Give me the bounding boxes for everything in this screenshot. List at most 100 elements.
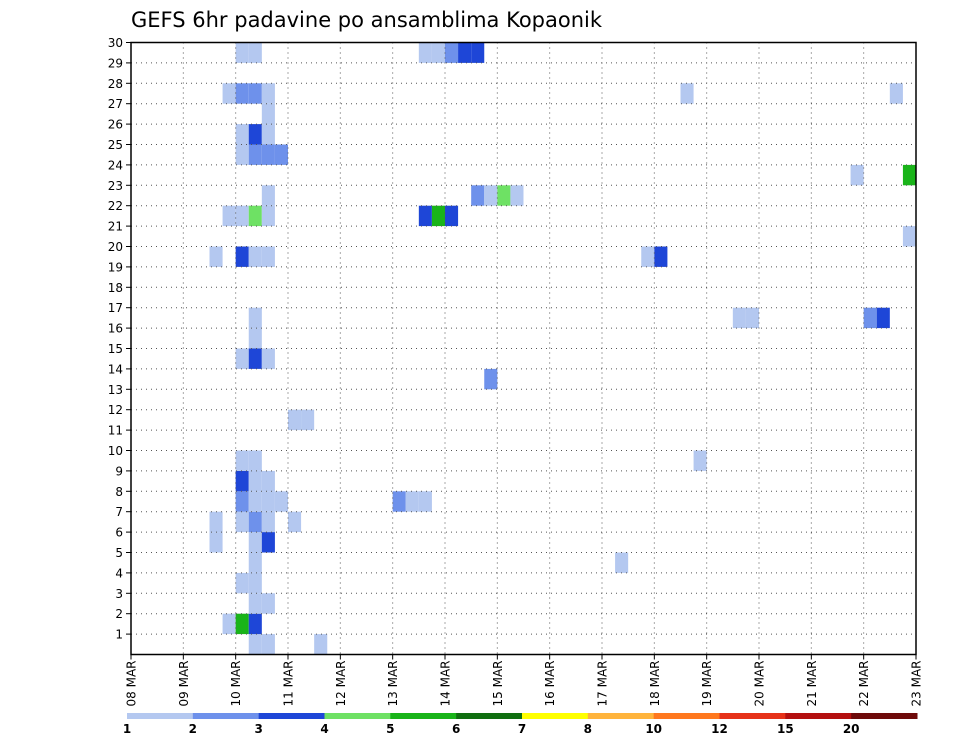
y-tick-label: 11	[108, 424, 123, 438]
heatmap-cell	[248, 470, 262, 492]
color-legend: 1 2 3 4 5 6 7 8 10 12 15 20	[123, 713, 918, 736]
heatmap-cell	[235, 613, 249, 635]
heatmap-cell	[235, 470, 249, 492]
heatmap-cell	[458, 42, 472, 63]
heatmap-cell	[261, 511, 275, 533]
heatmap-cell	[248, 348, 262, 369]
x-tick-label: 16 MAR	[543, 661, 557, 707]
heatmap-cell	[248, 613, 262, 635]
heatmap-cell	[248, 511, 262, 533]
heatmap-cell	[248, 83, 262, 104]
heatmap-cell	[288, 409, 302, 431]
y-tick-label: 1	[115, 628, 123, 642]
heatmap-cell	[431, 42, 445, 63]
heatmap-cell	[693, 450, 707, 471]
heatmap-cell	[235, 42, 249, 63]
y-tick-label: 5	[115, 546, 123, 560]
y-tick-label: 17	[108, 301, 123, 315]
heatmap-cell	[209, 511, 223, 533]
heatmap-cell	[288, 511, 302, 533]
heatmap-cell	[418, 491, 432, 512]
y-tick-label: 7	[115, 505, 123, 519]
heatmap-cell	[680, 83, 694, 104]
x-tick-label: 20 MAR	[753, 661, 767, 707]
heatmap-cell	[902, 164, 916, 186]
heatmap-cell	[484, 368, 498, 390]
heatmap-cell	[235, 205, 249, 227]
x-tick-label: 13 MAR	[386, 661, 400, 707]
heatmap-cell	[445, 42, 459, 63]
y-tick-label: 25	[108, 138, 123, 152]
heatmap-cell	[889, 83, 903, 104]
y-tick-label: 30	[108, 36, 123, 50]
x-tick-label: 11 MAR	[282, 661, 296, 707]
y-tick-label: 3	[115, 587, 123, 601]
heatmap-cells	[209, 42, 916, 655]
y-tick-label: 19	[108, 260, 123, 274]
heatmap-cell	[248, 572, 262, 594]
y-tick-label: 21	[108, 220, 123, 234]
y-tick-label: 2	[115, 607, 123, 621]
heatmap-cell	[261, 491, 275, 512]
heatmap-cell	[641, 246, 655, 267]
heatmap-cell	[222, 83, 236, 104]
legend-label: 3	[254, 722, 262, 736]
y-tick-label: 4	[115, 566, 123, 580]
heatmap-cell	[248, 246, 262, 267]
heatmap-cell	[261, 144, 275, 165]
heatmap-cell	[261, 348, 275, 369]
y-axis: 1234567891011121314151617181920212223242…	[108, 36, 131, 642]
heatmap-cell	[248, 634, 262, 655]
legend-label: 8	[584, 722, 592, 736]
heatmap-cell	[261, 83, 275, 104]
x-tick-label: 22 MAR	[857, 661, 871, 707]
heatmap-cell	[418, 42, 432, 63]
y-tick-label: 15	[108, 342, 123, 356]
heatmap-cell	[274, 491, 288, 512]
heatmap-cell	[615, 552, 629, 573]
x-tick-label: 17 MAR	[596, 661, 610, 707]
x-tick-label: 12 MAR	[334, 661, 348, 707]
heatmap-cell	[902, 226, 916, 247]
heatmap-cell	[248, 532, 262, 553]
x-tick-label: 19 MAR	[700, 661, 714, 707]
x-tick-label: 10 MAR	[229, 661, 243, 707]
y-tick-label: 16	[108, 322, 123, 336]
heatmap-cell	[850, 164, 864, 186]
heatmap-cell	[261, 103, 275, 125]
heatmap-cell	[510, 185, 524, 206]
legend-label: 12	[711, 722, 728, 736]
legend-swatch	[192, 713, 260, 719]
heatmap-cell	[261, 593, 275, 614]
x-tick-label: 14 MAR	[439, 661, 453, 707]
legend-swatch	[456, 713, 523, 719]
heatmap-cell	[235, 572, 249, 594]
y-tick-label: 13	[108, 383, 123, 397]
legend-swatch	[851, 713, 918, 719]
heatmap-cell	[248, 307, 262, 329]
heatmap-cell	[274, 144, 288, 165]
heatmap-cell	[235, 124, 249, 145]
heatmap-cell	[484, 185, 498, 206]
heatmap-cell	[222, 205, 236, 227]
heatmap-cell	[301, 409, 315, 431]
x-tick-label: 08 MAR	[125, 661, 139, 707]
heatmap-cell	[876, 307, 890, 329]
heatmap-cell	[261, 634, 275, 655]
legend-label: 5	[386, 722, 394, 736]
legend-label: 10	[645, 722, 662, 736]
heatmap-cell	[392, 491, 406, 512]
heatmap-cell	[497, 185, 511, 206]
heatmap-cell	[248, 205, 262, 227]
legend-swatch	[587, 713, 655, 719]
heatmap-cell	[248, 491, 262, 512]
y-tick-label: 20	[108, 240, 123, 254]
x-axis: 08 MAR 09 MAR 10 MAR 11 MAR 12 MAR 13 MAR 14 M…	[125, 654, 924, 707]
x-tick-label: 23 MAR	[910, 661, 924, 707]
heatmap-cell	[248, 42, 262, 63]
heatmap-cell	[209, 246, 223, 267]
x-tick-label: 21 MAR	[805, 661, 819, 707]
y-tick-label: 18	[108, 281, 123, 295]
legend-label: 20	[843, 722, 860, 736]
